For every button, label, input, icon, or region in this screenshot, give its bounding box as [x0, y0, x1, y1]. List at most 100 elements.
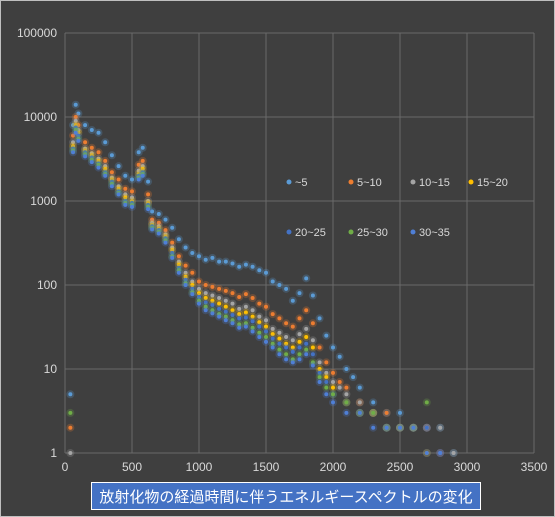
- data-point: [190, 251, 195, 256]
- data-point: [243, 304, 248, 309]
- data-point: [71, 133, 76, 138]
- data-point: [357, 410, 362, 415]
- legend-marker: [468, 179, 474, 185]
- data-point: [176, 237, 181, 242]
- y-axis-ticks: 1 10 100 1000 10000 100000: [17, 26, 57, 460]
- data-point: [190, 270, 195, 275]
- data-point: [217, 306, 222, 311]
- data-point: [183, 245, 188, 250]
- data-point: [304, 276, 309, 281]
- data-point: [223, 288, 228, 293]
- data-point: [237, 294, 242, 299]
- data-point: [284, 286, 289, 291]
- x-tick-label: 3500: [521, 460, 548, 474]
- data-point: [123, 202, 128, 207]
- data-point: [150, 217, 155, 222]
- chart-plot: 0 500 1000 1500 2000 2500 3000 3500 11010010001…: [17, 26, 548, 474]
- data-point: [96, 130, 101, 135]
- data-point: [324, 380, 329, 385]
- data-point: [130, 204, 134, 209]
- data-point: [68, 451, 73, 455]
- y-tick-label: 1: [50, 446, 57, 460]
- grid-lines: [64, 32, 535, 454]
- data-point: [304, 335, 309, 340]
- data-point: [223, 309, 228, 314]
- data-point: [337, 385, 342, 390]
- data-point: [317, 316, 322, 321]
- data-point: [140, 167, 145, 172]
- legend-marker: [348, 229, 354, 235]
- data-point: [424, 425, 429, 430]
- data-point: [223, 259, 228, 264]
- data-point: [331, 380, 335, 385]
- data-point: [277, 330, 282, 335]
- data-point: [76, 111, 81, 116]
- data-point: [230, 308, 235, 313]
- data-point: [109, 153, 114, 158]
- data-point: [89, 145, 94, 150]
- data-point: [73, 130, 78, 135]
- data-point: [68, 392, 73, 397]
- data-point: [438, 451, 443, 455]
- data-point: [317, 345, 322, 350]
- data-point: [277, 352, 282, 357]
- data-point: [210, 308, 215, 313]
- data-point: [250, 319, 255, 324]
- data-point: [250, 296, 255, 301]
- data-point: [210, 255, 215, 260]
- data-point: [284, 341, 289, 346]
- data-point: [190, 279, 195, 284]
- data-point: [310, 352, 315, 357]
- data-point: [183, 263, 188, 268]
- data-point: [257, 335, 262, 340]
- data-point: [290, 349, 295, 354]
- data-point: [103, 164, 108, 169]
- data-point: [223, 304, 228, 309]
- data-point: [203, 296, 208, 301]
- data-point: [284, 345, 289, 350]
- data-point: [297, 291, 302, 296]
- data-point: [324, 360, 329, 365]
- data-point: [170, 251, 175, 256]
- data-point: [217, 296, 222, 301]
- data-point: [277, 347, 282, 352]
- data-point: [96, 150, 101, 155]
- legend-label: 15~20: [477, 177, 508, 189]
- data-point: [83, 140, 88, 145]
- data-point: [304, 326, 309, 331]
- data-point: [250, 308, 255, 313]
- data-point: [270, 279, 275, 284]
- data-point: [277, 341, 282, 346]
- data-point: [331, 370, 335, 375]
- legend-marker: [286, 179, 292, 185]
- data-point: [324, 375, 329, 380]
- y-tick-label: 100: [37, 278, 57, 292]
- data-point: [237, 316, 242, 321]
- data-point: [146, 192, 151, 197]
- data-point: [176, 262, 181, 267]
- data-point: [344, 392, 349, 397]
- data-point: [203, 300, 208, 305]
- data-point: [264, 329, 268, 334]
- data-point: [344, 367, 349, 371]
- data-point: [123, 192, 128, 197]
- data-point: [190, 286, 195, 291]
- data-point: [163, 240, 168, 245]
- data-point: [96, 165, 101, 170]
- data-point: [217, 314, 222, 319]
- data-point: [176, 270, 181, 275]
- data-point: [163, 217, 168, 222]
- data-point: [250, 325, 255, 330]
- data-point: [304, 341, 309, 346]
- data-point: [109, 170, 114, 175]
- data-point: [310, 293, 315, 298]
- data-point: [317, 360, 322, 365]
- data-point: [250, 329, 255, 334]
- data-point: [210, 284, 215, 289]
- data-point: [310, 360, 315, 365]
- data-point: [371, 400, 376, 405]
- data-point: [140, 145, 145, 150]
- data-point: [237, 264, 242, 269]
- y-tick-label: 10: [44, 362, 58, 376]
- data-point: [190, 283, 195, 287]
